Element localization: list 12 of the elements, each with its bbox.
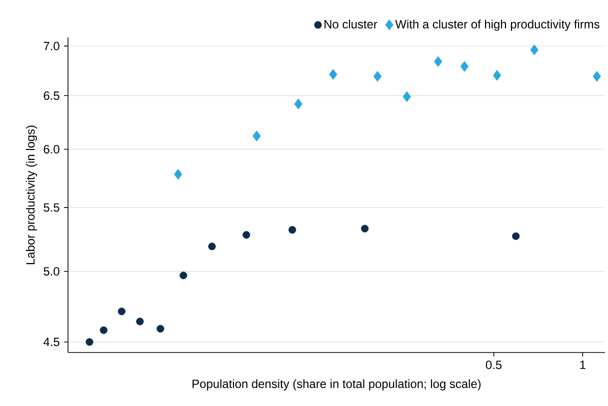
- y-tick-label: 6.0: [44, 145, 60, 154]
- x-tick-label: 0.5: [486, 360, 502, 370]
- legend-label: With a cluster of high productivity firms: [395, 20, 600, 31]
- y-tick-label: 6.5: [44, 91, 60, 100]
- y-tick-label: 7.0: [44, 42, 60, 50]
- y-tick-label: 5.0: [44, 267, 60, 276]
- x-tick-label: 1: [580, 360, 586, 369]
- x-axis-title: Population density (share in total population; log scale): [192, 379, 481, 390]
- y-tick-label: 5.5: [44, 203, 60, 212]
- legend-label: No cluster: [324, 20, 378, 28]
- y-axis-title: Labor productivity (in logs): [26, 126, 38, 264]
- y-tick-label: 4.5: [43, 338, 60, 346]
